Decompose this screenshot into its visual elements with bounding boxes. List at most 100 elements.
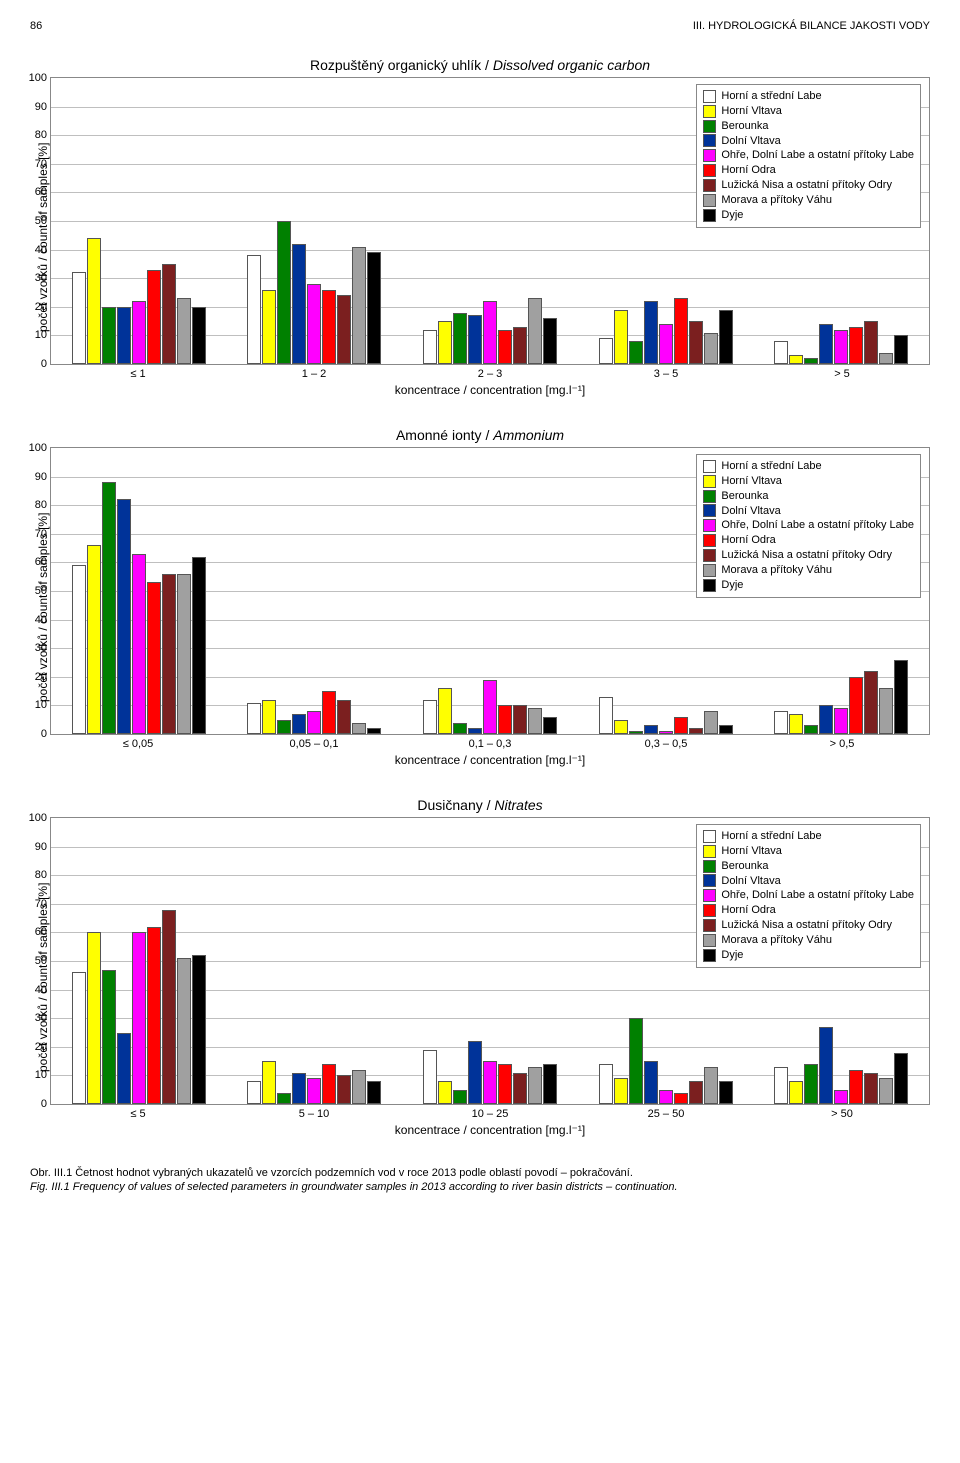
- x-axis-title: koncentrace / concentration [mg.l⁻¹]: [50, 1123, 930, 1137]
- legend-swatch: [703, 949, 716, 962]
- legend-label: Horní Odra: [721, 533, 775, 548]
- chart-area: počet vzorků / count of samples [%]01020…: [30, 447, 930, 767]
- legend-item: Horní Odra: [703, 533, 914, 548]
- bar-group: [227, 78, 403, 364]
- bar: [689, 321, 703, 364]
- y-tick-label: 60: [35, 926, 51, 938]
- bar: [307, 284, 321, 364]
- legend-label: Dolní Vltava: [721, 874, 780, 889]
- legend-item: Horní Vltava: [703, 474, 914, 489]
- bar: [192, 557, 206, 734]
- legend-swatch: [703, 860, 716, 873]
- caption-cz: Obr. III.1 Četnost hodnot vybraných ukaz…: [30, 1167, 930, 1179]
- x-axis-labels: ≤ 11 – 22 – 33 – 5> 5: [50, 368, 930, 380]
- bar: [834, 708, 848, 734]
- legend-swatch: [703, 919, 716, 932]
- bar: [72, 972, 86, 1104]
- y-tick-label: 50: [35, 215, 51, 227]
- legend-swatch: [703, 105, 716, 118]
- bar: [513, 1073, 527, 1104]
- legend-label: Morava a přítoky Váhu: [721, 193, 832, 208]
- bar: [789, 355, 803, 364]
- legend-item: Dolní Vltava: [703, 504, 914, 519]
- y-tick-label: 40: [35, 984, 51, 996]
- y-tick-label: 60: [35, 556, 51, 568]
- bar: [177, 298, 191, 364]
- bar: [789, 1081, 803, 1104]
- bar: [352, 247, 366, 364]
- legend-label: Ohře, Dolní Labe a ostatní přítoky Labe: [721, 518, 914, 533]
- bar: [72, 272, 86, 364]
- legend-item: Morava a přítoky Váhu: [703, 193, 914, 208]
- bar: [277, 221, 291, 364]
- legend: Horní a střední LabeHorní VltavaBerounka…: [696, 824, 921, 968]
- y-tick-label: 100: [29, 442, 51, 454]
- bar: [528, 298, 542, 364]
- bar: [367, 728, 381, 734]
- bar-group: [227, 818, 403, 1104]
- bar: [117, 499, 131, 734]
- bar: [423, 700, 437, 734]
- y-tick-label: 0: [41, 358, 51, 370]
- bar: [438, 1081, 452, 1104]
- bar: [513, 327, 527, 364]
- bar: [162, 910, 176, 1104]
- chart-title-cz: Dusičnany /: [417, 797, 494, 813]
- legend-item: Horní Vltava: [703, 844, 914, 859]
- bar: [277, 1093, 291, 1104]
- legend-label: Ohře, Dolní Labe a ostatní přítoky Labe: [721, 888, 914, 903]
- bar: [177, 574, 191, 734]
- legend-item: Dolní Vltava: [703, 874, 914, 889]
- bar: [879, 1078, 893, 1104]
- bar-group: [51, 818, 227, 1104]
- chart-title: Dusičnany / Nitrates: [30, 797, 930, 813]
- legend-label: Horní Vltava: [721, 844, 782, 859]
- legend-label: Dyje: [721, 208, 743, 223]
- bar: [689, 728, 703, 734]
- bar: [367, 252, 381, 364]
- legend-swatch: [703, 564, 716, 577]
- legend-swatch: [703, 504, 716, 517]
- bar: [453, 1090, 467, 1104]
- y-tick-label: 10: [35, 329, 51, 341]
- x-tick-label: 1 – 2: [226, 368, 402, 380]
- bar: [337, 295, 351, 364]
- bar: [879, 688, 893, 734]
- legend-item: Lužická Nisa a ostatní přítoky Odry: [703, 178, 914, 193]
- bar-group: [51, 448, 227, 734]
- legend-label: Horní Vltava: [721, 104, 782, 119]
- bar: [483, 1061, 497, 1104]
- y-tick-label: 80: [35, 499, 51, 511]
- y-tick-label: 80: [35, 129, 51, 141]
- bar: [834, 1090, 848, 1104]
- bar: [262, 290, 276, 364]
- bar: [337, 700, 351, 734]
- bar: [614, 720, 628, 734]
- legend-item: Morava a přítoky Váhu: [703, 563, 914, 578]
- x-axis-title: koncentrace / concentration [mg.l⁻¹]: [50, 383, 930, 397]
- legend-item: Morava a přítoky Váhu: [703, 933, 914, 948]
- bar: [774, 341, 788, 364]
- bar: [87, 932, 101, 1104]
- x-tick-label: ≤ 0,05: [50, 738, 226, 750]
- bar: [72, 565, 86, 734]
- bar: [644, 1061, 658, 1104]
- bar: [352, 1070, 366, 1104]
- bar: [292, 244, 306, 364]
- y-tick-label: 100: [29, 72, 51, 84]
- legend-label: Morava a přítoky Váhu: [721, 933, 832, 948]
- bar: [262, 1061, 276, 1104]
- bar: [674, 298, 688, 364]
- chart-area: počet vzorků / count of samples [%]01020…: [30, 77, 930, 397]
- bar: [438, 688, 452, 734]
- legend-item: Ohře, Dolní Labe a ostatní přítoky Labe: [703, 888, 914, 903]
- legend-label: Berounka: [721, 119, 768, 134]
- bar: [719, 725, 733, 734]
- legend-label: Dyje: [721, 578, 743, 593]
- y-tick-label: 0: [41, 1098, 51, 1110]
- legend-label: Ohře, Dolní Labe a ostatní přítoky Labe: [721, 148, 914, 163]
- bar: [498, 1064, 512, 1104]
- bar: [894, 335, 908, 364]
- bar: [162, 264, 176, 364]
- legend-item: Horní Odra: [703, 903, 914, 918]
